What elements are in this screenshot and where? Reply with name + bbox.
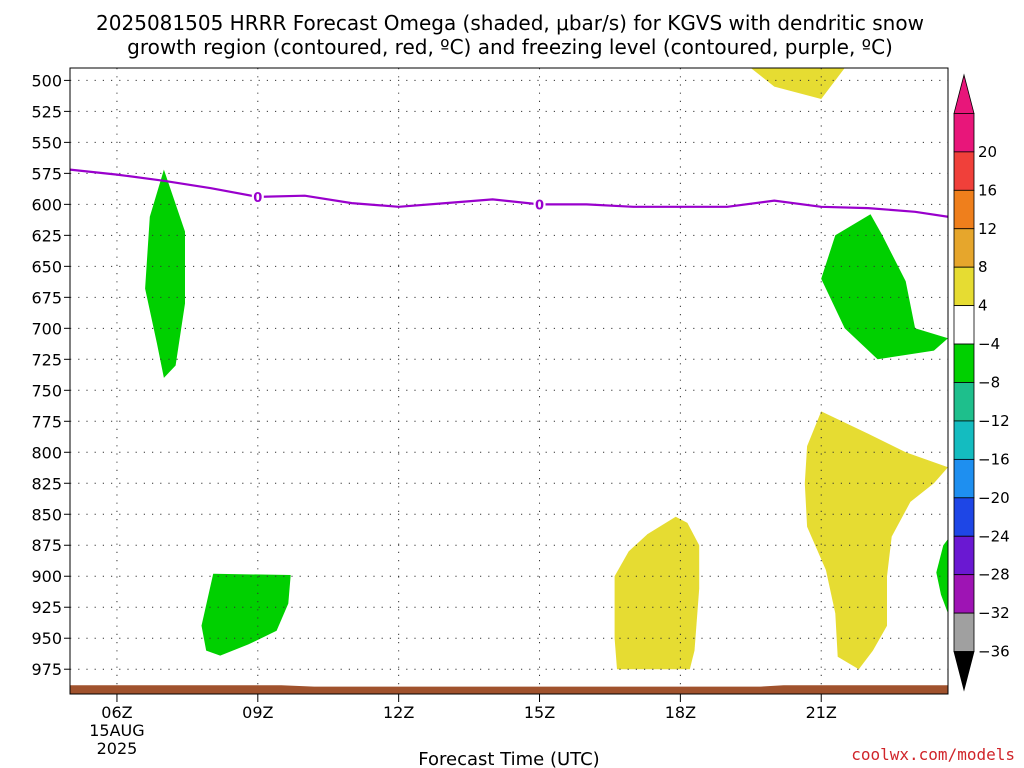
colorbar-band-14 [953,612,975,652]
y-tick-label-725: 725 [31,350,62,369]
x-tick-label-06Z: 06Z [101,703,132,722]
colorbar-band-2 [953,151,975,191]
omega-region-5 [750,68,845,99]
y-tick-label-775: 775 [31,412,62,431]
x-tick-label-21Z: 21Z [806,703,837,722]
y-tick-label-850: 850 [31,505,62,524]
colorbar-band-11 [953,497,975,537]
omega-region-1 [145,169,185,378]
colorbar-label-1: 20 [978,143,997,161]
pressure-axis: 500 525 550 575 600 625 650 675 700 725 750 775 800 8… [31,71,70,679]
y-tick-label-650: 650 [31,257,62,276]
y-tick-label-925: 925 [31,598,62,617]
y-tick-label-575: 575 [31,164,62,183]
chart-title-line1: 2025081505 HRRR Forecast Omega (shaded, … [96,11,924,35]
grid-lines [70,68,948,694]
x-date-label: 15AUG [89,721,144,740]
y-tick-label-500: 500 [31,71,62,90]
omega-region-6 [804,411,948,670]
colorbar-label-4: 8 [978,258,988,276]
omega-region-2 [201,573,291,656]
y-tick-label-700: 700 [31,319,62,338]
colorbar-band-6 [953,305,975,345]
colorbar-band-5 [953,266,975,307]
y-tick-label-825: 825 [31,474,62,493]
colorbar-band-9 [953,420,975,460]
colorbar-label-12: −28 [978,566,1010,584]
freezing-label-bg-1 [251,188,264,205]
chart-title-line2: growth region (contoured, red, ºC) and f… [127,35,893,59]
credit-text: coolwx.com/models [851,745,1015,764]
y-tick-label-675: 675 [31,288,62,307]
terrain-layer [70,685,948,694]
colorbar-band-8 [953,382,975,422]
x-tick-label-09Z: 09Z [242,703,273,722]
y-tick-label-750: 750 [31,381,62,400]
omega-region-4 [936,539,948,614]
y-tick-label-875: 875 [31,536,62,555]
colorbar-label-11: −24 [978,527,1010,545]
colorbar-band-10 [953,458,975,499]
colorbar-label-14: −36 [978,643,1010,661]
colorbar-band-12 [953,535,975,576]
freezing-label-bg-2 [533,196,546,213]
x-tick-label-18Z: 18Z [665,703,696,722]
freezing-level-label-2: 0 [535,198,544,213]
colorbar-label-7: −8 [978,374,1000,392]
colorbar-band-7 [953,343,975,383]
colorbar-label-5: 4 [978,297,988,315]
colorbar-label-10: −20 [978,489,1010,507]
omega-shaded-regions [145,68,948,670]
colorbar-band-4 [953,228,975,268]
colorbar-band-1 [953,113,975,153]
colorbar-label-2: 16 [978,181,997,199]
x-year-label: 2025 [97,739,138,758]
colorbar-label-8: −12 [978,412,1010,430]
colorbar-label-6: −4 [978,335,1000,353]
freezing-level-line [70,168,948,218]
y-tick-label-625: 625 [31,226,62,245]
y-tick-label-975: 975 [31,660,62,679]
omega-region-3 [821,214,948,360]
x-axis-label: Forecast Time (UTC) [418,749,599,768]
y-tick-label-525: 525 [31,102,62,121]
colorbar-bottom-arrow [953,651,975,692]
x-tick-label-12Z: 12Z [383,703,414,722]
colorbar-top-arrow [953,73,975,114]
y-tick-label-800: 800 [31,443,62,462]
colorbar-label-3: 12 [978,220,997,238]
y-tick-label-900: 900 [31,567,62,586]
colorbar-label-13: −32 [978,604,1010,622]
omega-region-7 [614,516,700,670]
y-tick-label-950: 950 [31,629,62,648]
plot-frame [69,67,949,695]
freezing-level-label-1: 0 [253,191,262,206]
y-tick-label-550: 550 [31,133,62,152]
terrain-fill [70,685,948,694]
y-tick-label-600: 600 [31,195,62,214]
x-tick-label-15Z: 15Z [524,703,555,722]
colorbar-band-13 [953,574,975,614]
colorbar: 20 16 12 8 4 −4 −8 −12 −16 −20 −24 −28 −32 −36 [953,73,1010,692]
colorbar-band-3 [953,189,975,230]
colorbar-label-9: −16 [978,450,1010,468]
